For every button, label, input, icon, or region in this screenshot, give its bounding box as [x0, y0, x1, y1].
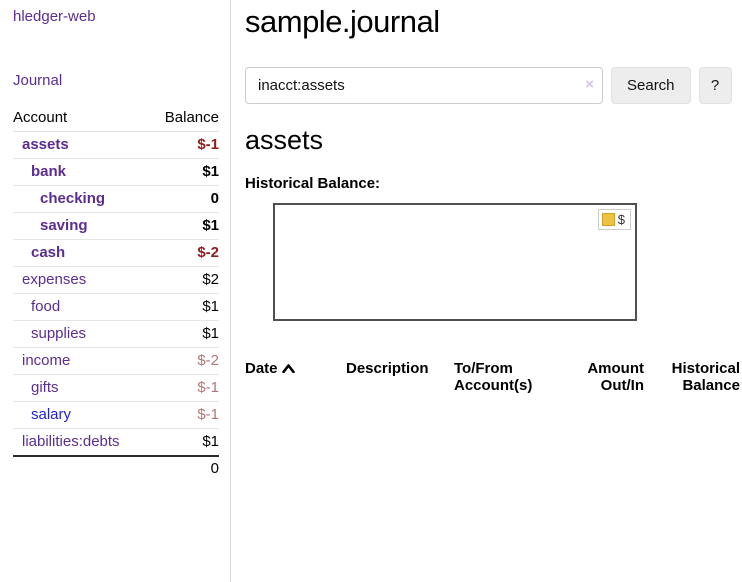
- account-row: cash $-2: [13, 239, 219, 267]
- account-balance: $-2: [149, 239, 219, 267]
- sidebar-account-link[interactable]: cash: [31, 244, 66, 261]
- account-balance: $2: [149, 266, 219, 294]
- search-button[interactable]: Search: [611, 67, 691, 104]
- account-row: checking 0: [13, 185, 219, 213]
- account-balance: $1: [149, 293, 219, 321]
- legend-label: $: [617, 212, 625, 227]
- sidebar-account-link[interactable]: income: [22, 352, 71, 369]
- sidebar-account-link[interactable]: supplies: [31, 325, 87, 342]
- chart-legend: $: [597, 209, 631, 230]
- sidebar-account-link[interactable]: expenses: [22, 271, 87, 288]
- search-input[interactable]: [245, 67, 603, 104]
- account-row: saving $1: [13, 212, 219, 240]
- account-row: bank $1: [13, 158, 219, 186]
- account-balance: $-2: [149, 347, 219, 375]
- account-row: gifts $-1: [13, 374, 219, 402]
- account-balance: $1: [149, 320, 219, 348]
- account-row: assets $-1: [13, 132, 219, 159]
- account-row: liabilities:debts $1: [13, 428, 219, 456]
- accounts-table: Account Balance assets $-1 bank $1 checking 0…: [13, 105, 219, 482]
- transactions-table: Date Description To/From Account(s) Amou…: [245, 357, 742, 397]
- historical-balance-chart: $: [245, 201, 742, 337]
- sort-ascending-icon: [281, 360, 295, 377]
- sidebar-account-link[interactable]: food: [31, 298, 61, 315]
- account-heading: assets: [245, 125, 324, 155]
- column-header-accounts[interactable]: To/From Account(s): [454, 360, 533, 394]
- search-form: × Search ?: [245, 67, 742, 104]
- sidebar-account-link[interactable]: salary: [31, 406, 72, 423]
- sidebar-account-link[interactable]: bank: [31, 163, 67, 180]
- account-row: expenses $2: [13, 266, 219, 294]
- account-balance: $1: [149, 158, 219, 186]
- sidebar: hledger-web Journal Account Balance asse…: [0, 0, 231, 582]
- sidebar-account-link[interactable]: saving: [40, 217, 88, 234]
- account-row: food $1: [13, 293, 219, 321]
- account-balance: 0: [149, 185, 219, 213]
- column-header-balance[interactable]: Historical Balance: [671, 360, 740, 394]
- accounts-tbody: assets $-1 bank $1 checking 0 saving $1 cash $-2 e…: [13, 132, 219, 456]
- account-row: income $-2: [13, 347, 219, 375]
- main-panel: sample.journal × Search ? assets Histori…: [231, 0, 742, 582]
- chart-plot: $: [273, 203, 637, 321]
- clear-search-icon[interactable]: ×: [585, 76, 594, 93]
- account-balance: $1: [149, 212, 219, 240]
- help-button[interactable]: ?: [698, 67, 732, 104]
- column-header-description[interactable]: Description: [346, 360, 429, 377]
- account-balance: $1: [149, 428, 219, 456]
- column-header-date[interactable]: Date: [245, 357, 346, 397]
- chart-title: Historical Balance:: [245, 175, 381, 192]
- sidebar-account-link[interactable]: checking: [40, 190, 106, 207]
- column-header-amount[interactable]: Amount Out/In: [587, 360, 644, 394]
- app-brand-link[interactable]: hledger-web: [13, 8, 96, 25]
- accounts-total-value: 0: [149, 455, 219, 482]
- account-row: supplies $1: [13, 320, 219, 348]
- sidebar-account-link[interactable]: assets: [22, 136, 69, 153]
- accounts-header-balance: Balance: [149, 105, 219, 132]
- sidebar-item-journal[interactable]: Journal: [13, 72, 63, 89]
- sidebar-account-link[interactable]: gifts: [31, 379, 59, 396]
- account-balance: $-1: [197, 136, 219, 153]
- accounts-total-spacer: [13, 455, 150, 482]
- account-balance: $-1: [149, 401, 219, 429]
- legend-swatch-icon: [601, 213, 615, 226]
- account-row: salary $-1: [13, 401, 219, 429]
- accounts-total-row: 0: [13, 455, 219, 482]
- sidebar-account-link[interactable]: liabilities:debts: [22, 433, 120, 450]
- accounts-header-account: Account: [13, 105, 150, 132]
- page-title: sample.journal: [245, 4, 440, 39]
- chart-x-axis-labels: [275, 325, 635, 341]
- account-balance: $-1: [149, 374, 219, 402]
